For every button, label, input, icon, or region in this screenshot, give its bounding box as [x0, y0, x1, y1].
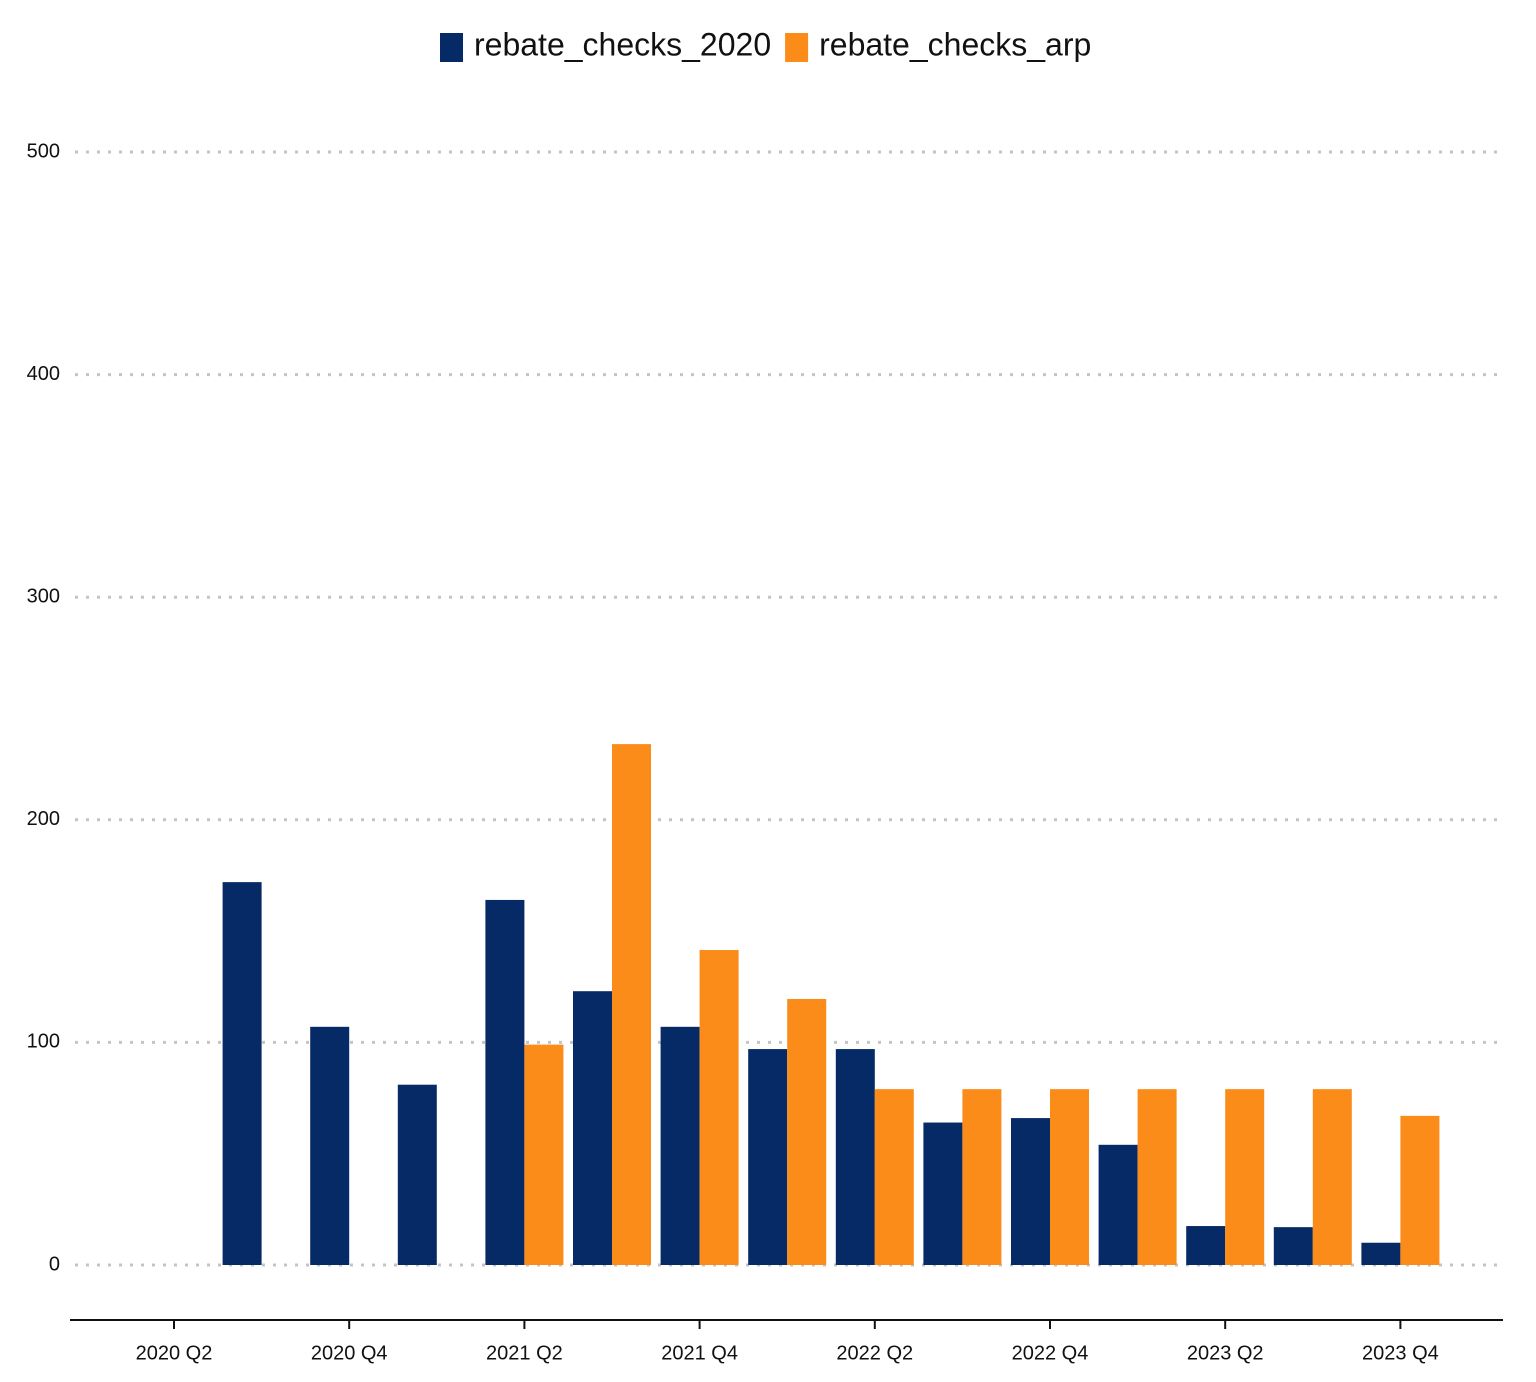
bar: [787, 998, 827, 1265]
bar: [1186, 1226, 1226, 1265]
y-tick-label: 200: [27, 808, 60, 830]
y-tick-label: 100: [27, 1031, 60, 1053]
bar: [1011, 1118, 1050, 1265]
x-tick-label: 2022 Q2: [836, 1342, 913, 1364]
bar: [835, 1049, 875, 1265]
x-tick-label: 2023 Q2: [1187, 1342, 1264, 1364]
bar: [573, 991, 612, 1265]
x-tick-label: 2022 Q4: [1012, 1342, 1089, 1364]
bar: [1273, 1227, 1313, 1265]
legend: rebate_checks_2020 rebate_checks_arp: [440, 26, 1091, 62]
legend-label: rebate_checks_2020: [474, 26, 771, 62]
x-tick-label: 2021 Q4: [661, 1342, 738, 1364]
bar: [1312, 1089, 1352, 1265]
bar: [485, 899, 525, 1265]
bar: [748, 1049, 788, 1265]
bar: [874, 1089, 914, 1265]
bar: [222, 882, 262, 1265]
bar: [397, 1084, 437, 1265]
bar: [1098, 1144, 1138, 1265]
bar: [660, 1026, 700, 1265]
x-tick-label: 2023 Q4: [1362, 1342, 1439, 1364]
y-tick-label: 400: [27, 363, 60, 385]
bar: [1137, 1089, 1177, 1265]
bar: [699, 950, 739, 1265]
legend-swatch: [785, 33, 809, 62]
x-tick-label: 2020 Q4: [311, 1342, 388, 1364]
bar: [524, 1044, 564, 1265]
y-tick-label: 300: [27, 585, 60, 607]
legend-swatch: [440, 33, 463, 62]
bar: [923, 1122, 963, 1265]
y-tick-label: 0: [49, 1253, 60, 1275]
bar: [310, 1026, 350, 1265]
x-tick-label: 2021 Q2: [486, 1342, 563, 1364]
x-tick-label: 2020 Q2: [136, 1342, 213, 1364]
legend-label: rebate_checks_arp: [819, 26, 1091, 62]
bar: [1050, 1089, 1089, 1265]
y-tick-label: 500: [27, 140, 60, 162]
bar: [612, 744, 651, 1265]
bar: [1225, 1089, 1265, 1265]
bar: [962, 1089, 1002, 1265]
bar: [1400, 1115, 1440, 1265]
bar: [1361, 1242, 1401, 1265]
